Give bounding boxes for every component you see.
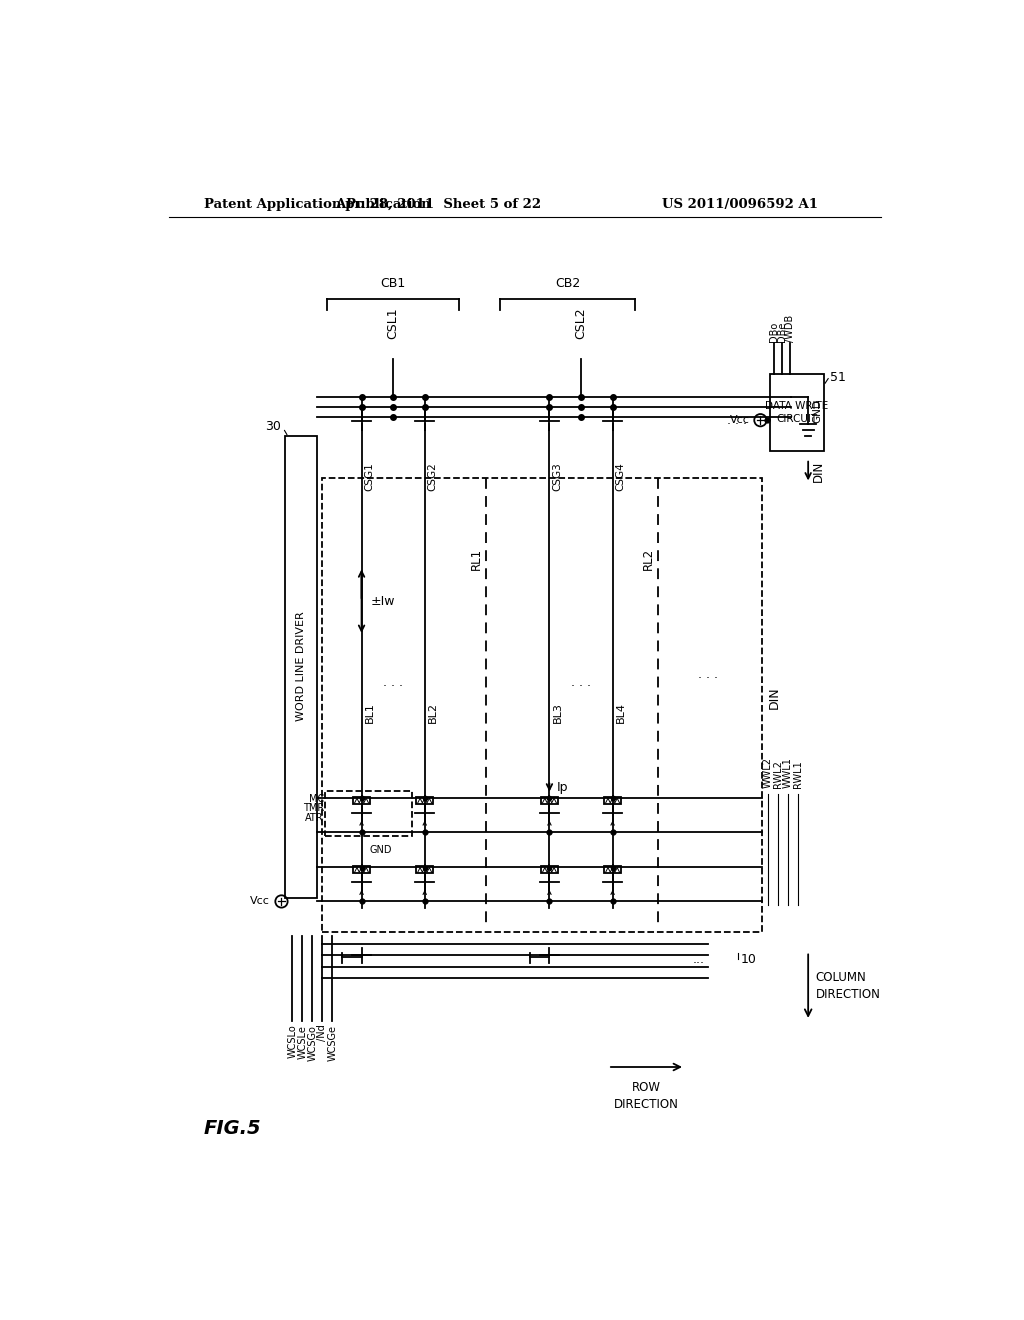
Text: GND: GND — [370, 845, 392, 855]
Bar — [770, 374, 823, 451]
Bar — [416, 866, 433, 874]
Text: ATR: ATR — [305, 813, 324, 824]
Text: BL4: BL4 — [615, 702, 626, 723]
Text: CSG1: CSG1 — [365, 462, 375, 491]
Text: MC: MC — [308, 795, 324, 804]
Bar — [326, 792, 412, 836]
Text: Patent Application Publication: Patent Application Publication — [204, 198, 430, 211]
Text: RWL2: RWL2 — [773, 760, 783, 788]
Text: DBo: DBo — [768, 321, 778, 342]
Text: CB1: CB1 — [381, 277, 406, 290]
Text: CSL1: CSL1 — [387, 308, 399, 339]
Text: WCSLe: WCSLe — [297, 1024, 307, 1059]
Text: US 2011/0096592 A1: US 2011/0096592 A1 — [662, 198, 818, 211]
Text: GND: GND — [812, 399, 822, 422]
Text: WWL1: WWL1 — [783, 758, 794, 788]
Text: CSL2: CSL2 — [574, 308, 588, 339]
Text: ...: ... — [692, 953, 705, 966]
Text: DATA WRITE
CIRCUIT: DATA WRITE CIRCUIT — [765, 401, 828, 424]
Text: . . .: . . . — [383, 676, 403, 689]
Text: WORD LINE DRIVER: WORD LINE DRIVER — [296, 611, 306, 722]
Text: CSG4: CSG4 — [615, 462, 626, 491]
Bar — [416, 797, 433, 804]
Text: 30: 30 — [265, 420, 281, 433]
Text: RL1: RL1 — [470, 548, 483, 570]
Text: 51: 51 — [829, 371, 846, 384]
Text: WWL2: WWL2 — [763, 758, 773, 788]
Bar — [322, 478, 762, 932]
Bar — [604, 866, 621, 874]
Bar — [285, 436, 316, 898]
Bar — [353, 866, 370, 874]
Text: . . .: . . . — [698, 668, 718, 681]
Bar — [541, 797, 558, 804]
Bar — [353, 797, 370, 804]
Text: Vcc: Vcc — [730, 416, 750, 425]
Text: ±Iw: ±Iw — [371, 594, 395, 607]
Text: CSG2: CSG2 — [428, 462, 438, 491]
Text: BL3: BL3 — [553, 702, 562, 723]
Text: TMR: TMR — [302, 804, 324, 813]
Text: . . .: . . . — [571, 676, 591, 689]
Text: WCSLo: WCSLo — [288, 1024, 297, 1059]
Text: WCSGo: WCSGo — [307, 1024, 317, 1060]
Text: CB2: CB2 — [555, 277, 581, 290]
Text: BL1: BL1 — [365, 702, 375, 723]
Text: DIN: DIN — [768, 686, 781, 709]
Text: Vcc: Vcc — [250, 896, 270, 907]
Text: COLUMN
DIRECTION: COLUMN DIRECTION — [816, 972, 881, 1001]
Text: ROW
DIRECTION: ROW DIRECTION — [614, 1081, 679, 1111]
Text: RL2: RL2 — [642, 548, 655, 570]
Text: 10: 10 — [740, 953, 757, 966]
Text: . . .: . . . — [727, 413, 746, 426]
Text: /WDB: /WDB — [785, 314, 796, 342]
Text: RWL1: RWL1 — [794, 760, 803, 788]
Text: DIN: DIN — [812, 461, 825, 482]
Text: Apr. 28, 2011  Sheet 5 of 22: Apr. 28, 2011 Sheet 5 of 22 — [336, 198, 542, 211]
Bar — [604, 797, 621, 804]
Text: BL2: BL2 — [428, 702, 438, 723]
Text: CSG3: CSG3 — [553, 462, 562, 491]
Text: DBe: DBe — [777, 321, 787, 342]
Bar — [541, 866, 558, 874]
Text: Ip: Ip — [557, 781, 568, 795]
Text: FIG.5: FIG.5 — [204, 1119, 261, 1138]
Text: /Nd: /Nd — [317, 1024, 328, 1041]
Text: WCSGe: WCSGe — [328, 1024, 337, 1061]
